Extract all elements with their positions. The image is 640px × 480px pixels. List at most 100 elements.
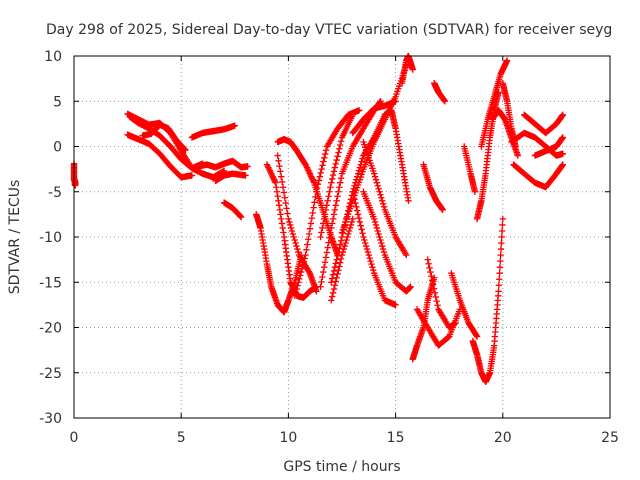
point-arc-21 <box>361 236 368 244</box>
point-arc-13 <box>308 214 316 222</box>
point-arc-13 <box>303 246 310 254</box>
point-arc-12 <box>285 215 292 223</box>
point-arc-17 <box>329 289 337 297</box>
point-arc-28 <box>428 273 435 280</box>
point-arc-15 <box>330 168 338 175</box>
point-arc-14 <box>329 215 337 223</box>
point-arc-15 <box>322 206 330 214</box>
point-arc-28 <box>429 281 437 288</box>
point-arc-17 <box>341 242 348 250</box>
point-arc-28 <box>430 285 438 292</box>
point-arc-15 <box>349 111 356 119</box>
point-arc-14 <box>320 268 327 276</box>
point-arc-36 <box>512 143 519 150</box>
point-arc-13 <box>311 199 318 206</box>
point-arc-17 <box>344 233 351 241</box>
point-early-a <box>71 182 79 189</box>
y-tick-label: -10 <box>39 230 62 246</box>
point-arc-17 <box>338 251 346 259</box>
point-arc-17 <box>342 239 349 247</box>
point-arc-12 <box>292 239 299 247</box>
point-arc-21 <box>351 196 358 203</box>
point-arc-28 <box>424 256 431 263</box>
point-arc-16 <box>337 237 345 244</box>
point-arc-21 <box>365 251 372 259</box>
point-arc-15 <box>326 188 333 195</box>
point-arc-22 <box>370 170 378 177</box>
point-arc-14 <box>317 283 324 290</box>
point-arc-28 <box>431 289 439 297</box>
point-arc-17 <box>339 248 347 256</box>
point-arc-20 <box>370 215 378 223</box>
point-arc-14 <box>335 188 342 195</box>
point-arc-17 <box>337 255 345 263</box>
point-arc-13 <box>309 209 316 217</box>
point-arc-14 <box>337 174 345 182</box>
point-arc-10 <box>277 211 284 218</box>
point-arc-14 <box>323 249 331 256</box>
point-arc-16 <box>358 158 365 165</box>
point-arc-22 <box>378 194 385 201</box>
point-arc-16 <box>330 267 338 275</box>
point-arc-20 <box>378 239 385 247</box>
point-arc-28 <box>433 297 440 305</box>
point-arc-32 <box>499 221 506 229</box>
point-arc-13 <box>355 107 363 114</box>
point-arc-16 <box>359 155 366 162</box>
point-arc-14 <box>336 184 343 191</box>
point-arc-13 <box>301 255 308 262</box>
y-tick-label: -30 <box>39 411 62 427</box>
point-arc-13 <box>296 275 303 283</box>
point-arc-22 <box>379 197 386 204</box>
point-arc-21 <box>392 301 399 309</box>
point-arc-15 <box>327 184 334 191</box>
point-arc-14 <box>319 273 326 281</box>
point-arc-13 <box>313 184 321 192</box>
point-arc-21 <box>362 242 370 250</box>
point-arc-17 <box>345 227 353 235</box>
point-arc-22 <box>379 200 387 208</box>
point-arc-15 <box>323 202 331 209</box>
point-arc-17 <box>330 285 338 293</box>
point-arc-14 <box>331 206 339 214</box>
point-arc-17 <box>331 282 339 289</box>
point-arc-12 <box>277 168 284 175</box>
y-tick-label: -5 <box>48 185 62 201</box>
x-axis-label: GPS time / hours <box>283 459 400 475</box>
point-arc-28 <box>427 268 434 276</box>
point-arc-13 <box>305 236 312 243</box>
point-arc-12 <box>284 210 291 217</box>
point-arc-32 <box>496 276 503 283</box>
point-arc-21 <box>363 245 371 253</box>
y-tick-label: -25 <box>39 366 62 382</box>
point-arc-28 <box>425 260 432 267</box>
point-arc-32 <box>498 239 505 247</box>
point-arc-14 <box>334 193 341 200</box>
point-arc-20 <box>377 236 384 244</box>
point-arc-17 <box>346 224 354 232</box>
point-arc-12 <box>283 205 290 212</box>
point-arc-23 <box>405 197 412 204</box>
point-arc-21 <box>368 260 375 268</box>
axis-ticks: 0 5 10 15 20 25 10 5 0 -5 -10 -15 -20 -25 -30 <box>39 49 619 446</box>
point-arc-38 <box>559 161 567 168</box>
point-arc-12 <box>286 218 293 226</box>
point-arc-21 <box>358 226 365 233</box>
point-arc-35 <box>514 152 522 159</box>
point-arc-32 <box>497 257 504 265</box>
point-arc-15 <box>321 211 329 218</box>
point-arc-12 <box>274 152 281 159</box>
point-arc-12 <box>287 224 295 232</box>
point-arc-20 <box>379 245 387 253</box>
point-arc-12 <box>293 242 300 250</box>
point-arc-13 <box>294 282 301 289</box>
point-arc-10 <box>275 197 282 204</box>
point-arc-15 <box>320 220 327 227</box>
point-arc-15 <box>329 171 337 179</box>
point-arc-14 <box>330 211 338 218</box>
point-arc-39 <box>559 111 567 119</box>
point-arc-13 <box>318 165 325 173</box>
point-arc-17 <box>334 270 341 278</box>
point-arc-13 <box>298 265 306 272</box>
